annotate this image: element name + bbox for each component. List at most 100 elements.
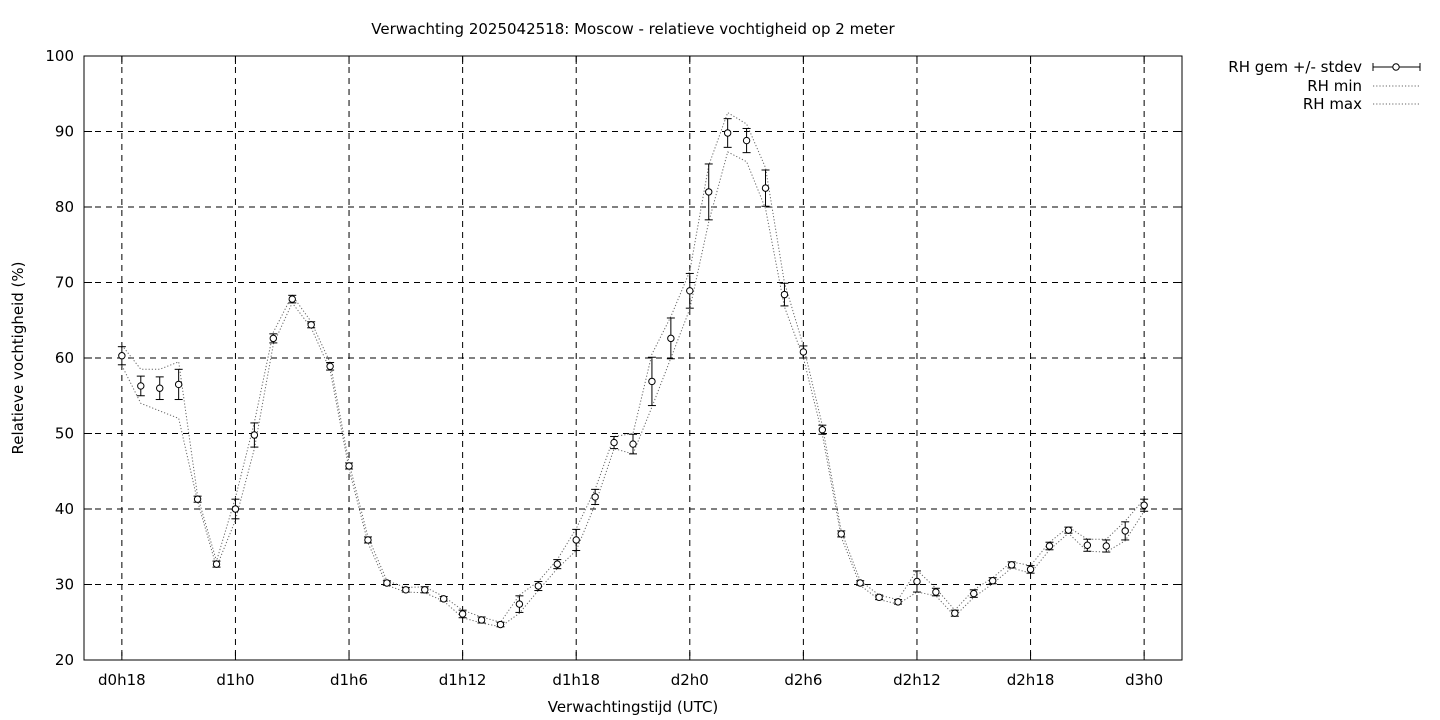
data-point	[477, 616, 486, 624]
y-tick-label: 60	[55, 349, 74, 367]
mean-marker	[875, 593, 883, 602]
mean-marker	[761, 184, 770, 192]
mean-marker	[1064, 526, 1073, 534]
mean-marker	[837, 530, 845, 538]
mean-marker	[439, 595, 448, 603]
x-tick-label: d2h18	[1007, 671, 1055, 689]
data-point	[818, 424, 827, 435]
y-tick-label: 90	[55, 123, 74, 141]
mean-marker	[326, 362, 334, 371]
mean-marker	[1026, 565, 1035, 574]
mean-marker	[913, 577, 921, 586]
data-point	[837, 530, 846, 538]
mean-marker	[458, 610, 467, 618]
x-tick-label: d2h0	[671, 671, 709, 689]
data-point	[193, 495, 202, 503]
mean-marker	[1121, 527, 1129, 535]
mean-marker	[1045, 542, 1054, 550]
data-point	[780, 282, 789, 307]
mean-marker	[174, 380, 183, 389]
y-tick-label: 30	[55, 576, 74, 594]
data-point	[117, 346, 126, 366]
data-point	[685, 272, 694, 309]
mean-marker	[780, 290, 789, 299]
mean-marker	[383, 579, 391, 587]
x-tick-label: d1h12	[439, 671, 487, 689]
x-tick-label: d2h12	[893, 671, 941, 689]
x-axis-label: Verwachtingstijd (UTC)	[548, 698, 719, 716]
data-point	[988, 577, 997, 585]
mean-marker	[496, 620, 505, 629]
data-point	[894, 598, 903, 606]
x-tick-label: d1h18	[552, 671, 600, 689]
mean-marker	[250, 431, 259, 439]
x-tick-label: d1h0	[216, 671, 254, 689]
data-point	[1102, 539, 1111, 553]
mean-marker	[118, 352, 126, 360]
mean-marker	[705, 188, 713, 196]
mean-marker	[231, 505, 240, 513]
data-point	[326, 362, 335, 371]
data-point	[704, 163, 713, 221]
legend-label: RH min	[1307, 77, 1362, 95]
x-tick-label: d0h18	[98, 671, 146, 689]
mean-marker	[477, 616, 486, 624]
mean-marker	[629, 440, 637, 448]
data-point	[534, 580, 543, 592]
mean-marker	[212, 560, 221, 568]
data-point	[950, 609, 959, 617]
mean-marker	[156, 384, 164, 392]
mean-marker	[288, 295, 296, 303]
data-point	[572, 528, 581, 552]
legend-label: RH gem +/- stdev	[1228, 58, 1362, 76]
legend-label: RH max	[1303, 95, 1362, 113]
data-point	[231, 498, 240, 520]
legend-marker	[1392, 63, 1400, 71]
data-point	[629, 433, 637, 455]
x-tick-label: d3h0	[1125, 671, 1163, 689]
y-tick-label: 80	[55, 198, 74, 216]
y-tick-label: 20	[55, 651, 74, 669]
data-point	[666, 317, 675, 360]
mean-marker	[648, 377, 656, 386]
data-point	[439, 595, 448, 603]
y-tick-label: 100	[45, 47, 74, 65]
data-point	[269, 333, 278, 344]
data-point	[136, 375, 145, 397]
rh-max-line	[121, 111, 1145, 623]
mean-marker	[193, 495, 202, 503]
mean-marker	[1007, 561, 1016, 569]
data-point	[553, 559, 562, 570]
mean-marker	[364, 536, 372, 544]
data-point	[1121, 521, 1130, 541]
rh-min-line	[121, 151, 1145, 628]
data-point	[515, 595, 524, 613]
data-point	[875, 593, 884, 602]
mean-marker	[951, 609, 959, 617]
y-tick-label: 50	[55, 425, 74, 443]
data-point	[647, 356, 656, 407]
mean-marker	[1083, 541, 1092, 549]
data-point	[212, 560, 221, 568]
mean-marker	[667, 334, 675, 343]
mean-marker	[818, 426, 827, 434]
x-axis: d0h18 d1h0 d1h6 d1h12 d1h18 d2h0 d2h6 d2h12 d2h1…	[98, 56, 1163, 689]
data-point	[345, 462, 354, 470]
mean-marker	[799, 348, 808, 356]
data-point	[1045, 541, 1054, 551]
data-point	[931, 587, 940, 597]
data-point	[363, 536, 372, 544]
mean-marker	[988, 577, 997, 585]
mean-marker	[932, 588, 940, 596]
mean-marker	[1140, 501, 1148, 509]
mean-marker	[534, 582, 543, 590]
plot-frame	[83, 55, 1183, 661]
data-point	[856, 579, 865, 587]
data-point	[969, 589, 978, 598]
grid	[84, 56, 1182, 660]
mean-marker	[1102, 542, 1110, 550]
data-point	[610, 436, 619, 450]
data-point	[155, 376, 164, 401]
data-point	[1064, 526, 1073, 534]
